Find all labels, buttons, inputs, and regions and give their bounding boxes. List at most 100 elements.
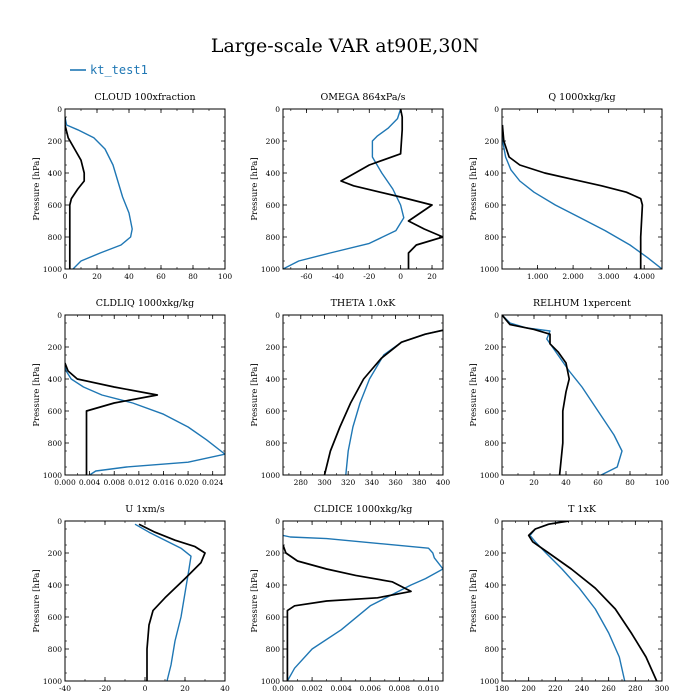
y-tick-label: 600	[48, 407, 63, 416]
x-tick-label: 0.008	[389, 684, 411, 693]
series-line-kt-test1	[283, 534, 443, 681]
panel-4: CLDLIQ 1000xkg/kg Pressure [hPa] 0 200 400 60…	[32, 298, 226, 487]
y-axis-label: Pressure [hPa]	[250, 569, 260, 632]
series-line-kt-test1	[345, 329, 443, 475]
x-tick-label: 20	[180, 684, 190, 693]
series-line-reference	[502, 124, 644, 269]
panel-title: CLDLIQ 1000xkg/kg	[96, 298, 194, 309]
y-tick-label: 400	[48, 169, 63, 178]
y-tick-label: 800	[48, 439, 63, 448]
y-tick-label: 400	[266, 375, 281, 384]
series-line-kt-test1	[134, 523, 192, 681]
series-group	[527, 521, 658, 681]
plot-frame	[64, 108, 226, 270]
y-tick-label: 400	[485, 169, 500, 178]
y-tick-label: 200	[48, 343, 63, 352]
y-tick-label: 1000	[480, 677, 499, 686]
y-axis-label: Pressure [hPa]	[250, 363, 260, 426]
y-tick-label: 800	[485, 233, 500, 242]
y-tick-label: 0	[494, 517, 499, 526]
panel-title: OMEGA 864xPa/s	[320, 92, 405, 103]
series-line-kt-test1	[529, 521, 626, 681]
y-tick-label: 800	[48, 645, 63, 654]
y-tick-label: 200	[266, 343, 281, 352]
y-tick-label: 0	[275, 311, 280, 320]
x-tick-label: 1.000	[527, 272, 549, 281]
y-tick-label: 1000	[261, 677, 280, 686]
y-tick-label: 600	[485, 407, 500, 416]
series-group	[502, 124, 662, 269]
series-group	[502, 315, 623, 475]
plot-frame	[501, 314, 663, 476]
y-tick-label: 200	[266, 137, 281, 146]
x-tick-label: 80	[625, 478, 635, 487]
y-tick-label: 1000	[261, 471, 280, 480]
x-tick-label: 100	[655, 478, 670, 487]
y-axis-label: Pressure [hPa]	[32, 569, 42, 632]
y-tick-label: 200	[48, 549, 63, 558]
y-tick-label: 600	[266, 613, 281, 622]
y-tick-label: 600	[266, 407, 281, 416]
panel-title: Q 1000xkg/kg	[548, 92, 615, 103]
y-tick-label: 600	[48, 201, 63, 210]
x-tick-label: 280	[628, 684, 643, 693]
x-tick-label: 100	[218, 272, 233, 281]
y-axis-label: Pressure [hPa]	[32, 157, 42, 220]
x-tick-label: 300	[655, 684, 670, 693]
y-tick-label: 800	[485, 439, 500, 448]
panel-title: U 1xm/s	[125, 504, 165, 515]
plot-frame	[501, 520, 663, 682]
x-tick-label: 4.000	[633, 272, 655, 281]
x-tick-label: 0	[398, 272, 403, 281]
y-tick-label: 400	[485, 375, 500, 384]
x-tick-label: 0.004	[330, 684, 352, 693]
panel-title: T 1xK	[568, 504, 597, 515]
series-line-kt-test1	[502, 124, 662, 269]
x-tick-label: 3.000	[598, 272, 620, 281]
series-line-kt-test1	[65, 116, 133, 269]
y-axis-label: Pressure [hPa]	[469, 569, 479, 632]
series-line-reference	[527, 521, 658, 681]
series-line-kt-test1	[65, 362, 225, 475]
y-tick-label: 0	[494, 105, 499, 114]
x-tick-label: 200	[522, 684, 537, 693]
series-group	[283, 109, 443, 269]
plot-frame	[282, 520, 444, 682]
y-tick-label: 1000	[43, 471, 62, 480]
series-line-reference	[283, 544, 412, 681]
y-tick-label: 800	[485, 645, 500, 654]
x-tick-label: 340	[365, 478, 380, 487]
x-tick-label: 0.000	[272, 684, 294, 693]
x-tick-label: 40	[561, 478, 571, 487]
panel-title: THETA 1.0xK	[331, 298, 397, 309]
y-tick-label: 1000	[43, 677, 62, 686]
x-tick-label: 60	[156, 272, 166, 281]
y-tick-label: 1000	[480, 471, 499, 480]
plot-frame	[64, 520, 226, 682]
x-tick-label: 260	[602, 684, 617, 693]
x-tick-label: 0.004	[79, 478, 101, 487]
x-tick-label: 0.006	[360, 684, 382, 693]
y-tick-label: 200	[485, 343, 500, 352]
x-tick-label: 0.008	[103, 478, 125, 487]
plot-frame	[282, 108, 444, 270]
series-line-reference	[65, 117, 86, 269]
series-line-kt-test1	[283, 109, 405, 269]
y-tick-label: 1000	[480, 265, 499, 274]
y-tick-label: 200	[485, 137, 500, 146]
y-axis-label: Pressure [hPa]	[250, 157, 260, 220]
series-group	[65, 362, 225, 475]
plot-frame	[64, 314, 226, 476]
x-tick-label: 0	[63, 272, 68, 281]
series-group	[65, 116, 133, 269]
panel-title: CLOUD 100xfraction	[94, 92, 195, 103]
y-tick-label: 0	[275, 105, 280, 114]
y-tick-label: 800	[266, 233, 281, 242]
plot-frame	[501, 108, 663, 270]
y-axis-label: Pressure [hPa]	[469, 363, 479, 426]
